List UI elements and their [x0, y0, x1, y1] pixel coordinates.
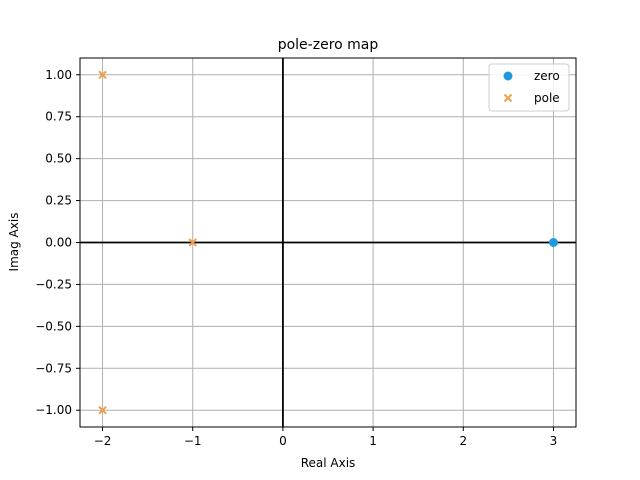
x-tick-label: 2 [459, 434, 467, 448]
y-tick-label: −1.00 [35, 403, 72, 417]
pole-point [188, 238, 197, 247]
x-tick-label: 1 [369, 434, 377, 448]
zero-legend-label: zero [534, 69, 560, 83]
y-axis-label: Imag Axis [7, 213, 21, 272]
x-tick-label: −2 [94, 434, 112, 448]
x-axis-label: Real Axis [301, 456, 356, 470]
zero-axis-lines [80, 58, 576, 427]
y-tick-label: 0.50 [45, 152, 72, 166]
pole-legend-marker [503, 93, 513, 103]
y-tick-label: 1.00 [45, 68, 72, 82]
pole-point [98, 70, 107, 79]
x-tick-label: −1 [184, 434, 202, 448]
ticks-layer: −2 −1 0 1 2 3 1.00 0.75 0.50 0.25 0.00 −0.25 −0.50 −0… [35, 68, 557, 448]
data-marks [98, 70, 558, 415]
y-tick-label: −0.25 [35, 277, 72, 291]
zero-legend-marker [503, 71, 513, 81]
zero-point [548, 238, 558, 247]
x-tick-label: 0 [279, 434, 287, 448]
y-tick-label: −0.50 [35, 319, 72, 333]
x-tick-label: 3 [550, 434, 558, 448]
legend-items: zero pole [503, 69, 560, 105]
y-tick-label: 0.25 [45, 194, 72, 208]
chart-title: pole-zero map [278, 37, 379, 53]
y-tick-label: −0.75 [35, 361, 72, 375]
y-tick-label: 0.00 [45, 236, 72, 250]
pole-point [98, 406, 107, 415]
legend: zero pole [488, 63, 570, 112]
pole-legend-label: pole [534, 91, 560, 105]
y-tick-label: 0.75 [45, 110, 72, 124]
